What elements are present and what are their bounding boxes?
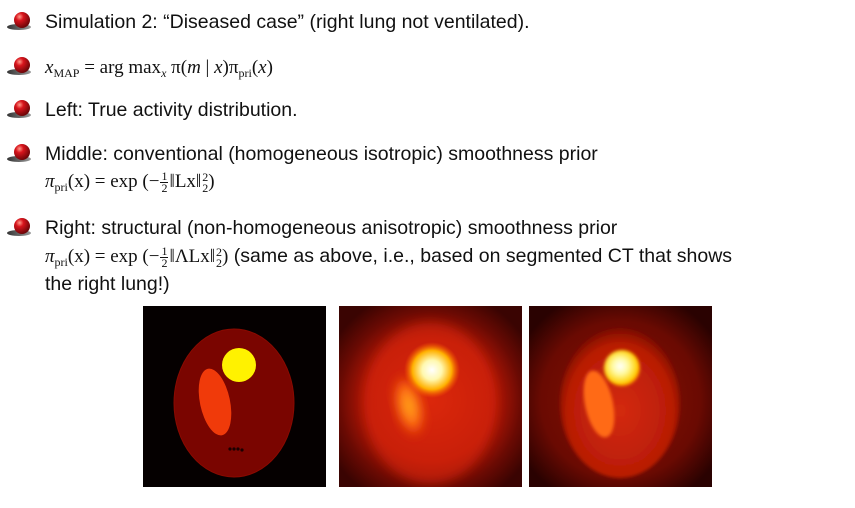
structural-prior-reconstruction [529,306,712,487]
bullet-right-continuation: the right lung!) [45,273,170,295]
red-sphere-bullet-icon [7,12,31,30]
red-sphere-bullet-icon [7,57,31,75]
structural-prior-line: πpri(x) = exp (− 1 2 ‖ΛLx‖ 2 2) (same as abov… [45,244,732,270]
conventional-prior-formula: πpri(x) = exp (− 1 2 ‖Lx‖ 2 2) [45,169,215,196]
red-sphere-bullet-icon [7,144,31,162]
red-sphere-bullet-icon [7,100,31,118]
map-estimate-formula: xMAP = arg maxx π(m | x)πpri(x) [45,57,273,80]
conventional-prior-reconstruction [339,306,522,487]
red-sphere-bullet-icon [7,218,31,236]
bullet-simulation-text: Simulation 2: “Diseased case” (right lun… [45,11,530,33]
structural-prior-note: (same as above, i.e., based on segmented… [233,245,733,267]
bullet-middle-text: Middle: conventional (homogeneous isotro… [45,143,598,165]
bullet-left-text: Left: True activity distribution. [45,99,298,121]
bullet-right-text: Right: structural (non-homogeneous aniso… [45,217,618,239]
structural-prior-formula: πpri(x) = exp (− 1 2 ‖ΛLx‖ 2 2) [45,244,229,271]
true-activity-image [143,306,326,487]
